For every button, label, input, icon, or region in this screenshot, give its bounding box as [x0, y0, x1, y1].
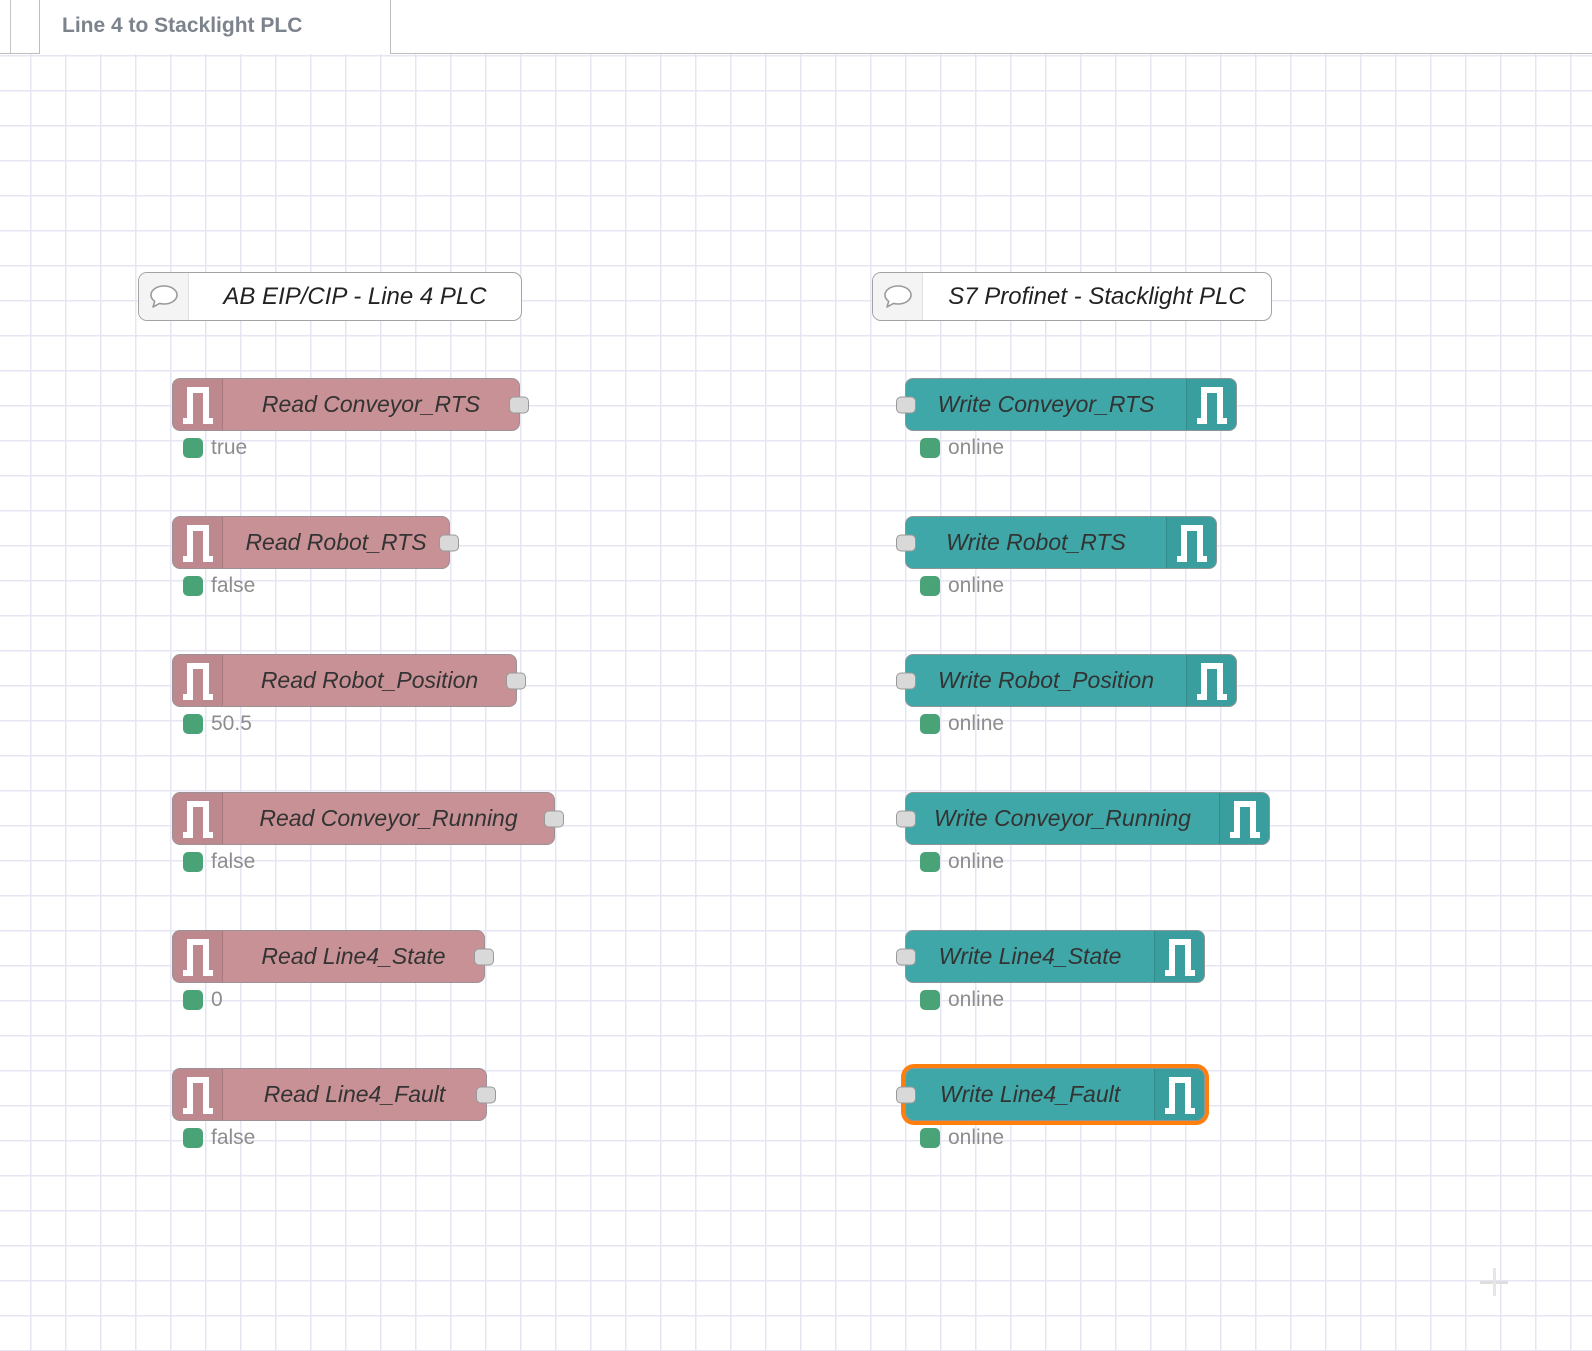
input-port[interactable]: [896, 810, 916, 827]
speech-bubble-icon: [873, 273, 923, 320]
node-write-line4-state[interactable]: Write Line4_State: [896, 930, 1205, 983]
square-wave-icon: [173, 793, 223, 844]
output-port[interactable]: [476, 1086, 496, 1103]
tab-line4-to-stacklight-plc[interactable]: Line 4 to Stacklight PLC: [39, 0, 391, 54]
output-port[interactable]: [544, 810, 564, 827]
speech-bubble-icon: [139, 273, 189, 320]
comment-label: AB EIP/CIP - Line 4 PLC: [223, 282, 487, 310]
output-port[interactable]: [474, 948, 494, 965]
node-status: true: [183, 436, 248, 459]
status-dot-icon: [183, 852, 203, 872]
node-label: Read Line4_Fault: [263, 1081, 446, 1107]
node-label: Write Robot_RTS: [946, 529, 1126, 555]
status-dot-icon: [183, 576, 203, 596]
partial-tab-edge: [10, 0, 11, 53]
node-label: Write Robot_Position: [937, 667, 1155, 693]
node-read-robot-rts[interactable]: Read Robot_RTS: [172, 516, 459, 569]
node-label: Write Line4_Fault: [939, 1081, 1121, 1107]
status-dot-icon: [920, 990, 940, 1010]
node-label: Read Line4_State: [261, 943, 446, 969]
status-dot-icon: [920, 576, 940, 596]
input-port[interactable]: [896, 534, 916, 551]
square-wave-icon: [1186, 379, 1236, 430]
node-status: online: [920, 712, 1005, 735]
node-write-conveyor-rts[interactable]: Write Conveyor_RTS: [896, 378, 1237, 431]
node-read-line4-fault[interactable]: Read Line4_Fault: [172, 1068, 496, 1121]
output-port[interactable]: [439, 534, 459, 551]
input-port[interactable]: [896, 948, 916, 965]
tab-title: Line 4 to Stacklight PLC: [62, 14, 303, 37]
output-port[interactable]: [509, 396, 529, 413]
status-text: false: [211, 850, 256, 873]
workspace-canvas[interactable]: [0, 54, 1592, 1351]
node-status: online: [920, 988, 1005, 1011]
status-dot-icon: [920, 438, 940, 458]
node-status: online: [920, 574, 1005, 597]
status-text: online: [948, 1126, 1005, 1149]
node-status: 50.5: [183, 712, 252, 735]
status-text: online: [948, 574, 1005, 597]
status-text: online: [948, 436, 1005, 459]
status-dot-icon: [920, 714, 940, 734]
node-label: Read Robot_Position: [260, 667, 479, 693]
node-label: Write Conveyor_RTS: [937, 391, 1155, 417]
input-port[interactable]: [896, 672, 916, 689]
node-read-robot-position[interactable]: Read Robot_Position: [172, 654, 526, 707]
node-write-robot-rts[interactable]: Write Robot_RTS: [896, 516, 1217, 569]
square-wave-icon: [173, 1069, 223, 1120]
node-status: false: [183, 1126, 256, 1149]
canvas-crosshair-marker: [1480, 1268, 1508, 1296]
node-label: Write Line4_State: [938, 943, 1122, 969]
square-wave-icon: [173, 931, 223, 982]
status-dot-icon: [183, 438, 203, 458]
status-text: false: [211, 1126, 256, 1149]
square-wave-icon: [1186, 655, 1236, 706]
node-write-conveyor-running[interactable]: Write Conveyor_Running: [896, 792, 1270, 845]
input-port[interactable]: [896, 1086, 916, 1103]
square-wave-icon: [173, 379, 223, 430]
node-read-conveyor-running[interactable]: Read Conveyor_Running: [172, 792, 564, 845]
status-text: 50.5: [211, 712, 252, 735]
square-wave-icon: [1166, 517, 1216, 568]
input-port[interactable]: [896, 396, 916, 413]
node-status: false: [183, 850, 256, 873]
square-wave-icon: [1219, 793, 1269, 844]
node-status: 0: [183, 988, 223, 1011]
node-label: Read Conveyor_RTS: [261, 391, 481, 417]
status-text: online: [948, 850, 1005, 873]
status-text: true: [211, 436, 248, 459]
comment-node-s7-profinet[interactable]: S7 Profinet - Stacklight PLC: [872, 272, 1272, 321]
square-wave-icon: [1154, 931, 1204, 982]
status-text: false: [211, 574, 256, 597]
output-port[interactable]: [506, 672, 526, 689]
status-dot-icon: [183, 714, 203, 734]
status-text: online: [948, 988, 1005, 1011]
square-wave-icon: [173, 517, 223, 568]
node-label: Read Conveyor_Running: [259, 805, 518, 831]
node-status: false: [183, 574, 256, 597]
node-label: Read Robot_RTS: [245, 529, 427, 555]
comment-label: S7 Profinet - Stacklight PLC: [948, 282, 1246, 310]
workspace-tab-bar: Line 4 to Stacklight PLC: [0, 0, 1592, 54]
square-wave-icon: [1154, 1069, 1204, 1120]
node-status: online: [920, 436, 1005, 459]
comment-node-ab-eip-cip[interactable]: AB EIP/CIP - Line 4 PLC: [138, 272, 522, 321]
square-wave-icon: [173, 655, 223, 706]
node-status: online: [920, 1126, 1005, 1149]
status-text: online: [948, 712, 1005, 735]
node-write-robot-position[interactable]: Write Robot_Position: [896, 654, 1237, 707]
status-dot-icon: [183, 1128, 203, 1148]
status-text: 0: [211, 988, 223, 1011]
node-read-conveyor-rts[interactable]: Read Conveyor_RTS: [172, 378, 529, 431]
status-dot-icon: [920, 852, 940, 872]
node-write-line4-fault[interactable]: Write Line4_Fault: [896, 1068, 1205, 1121]
node-read-line4-state[interactable]: Read Line4_State: [172, 930, 494, 983]
node-status: online: [920, 850, 1005, 873]
status-dot-icon: [183, 990, 203, 1010]
status-dot-icon: [920, 1128, 940, 1148]
node-label: Write Conveyor_Running: [934, 805, 1191, 831]
